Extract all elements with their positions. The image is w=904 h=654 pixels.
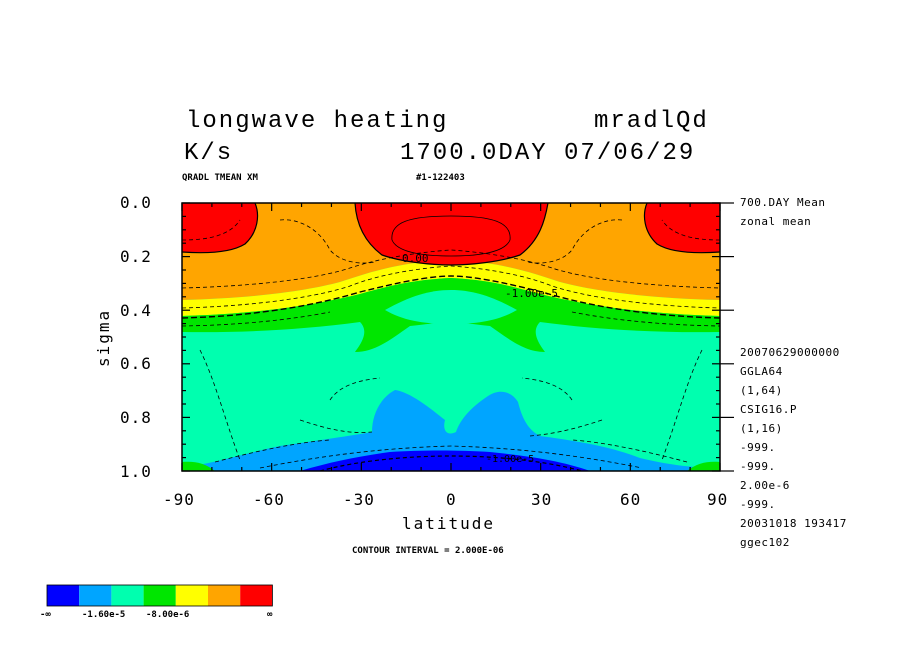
x-tick-label: -60	[253, 490, 285, 509]
side-info-line: 2.00e-6	[740, 479, 790, 492]
y-tick-label: 0.6	[120, 354, 152, 373]
units-label: K/s	[184, 140, 234, 167]
y-tick-label: 0.8	[120, 408, 152, 427]
colorbar-label-pos-inf: ∞	[267, 610, 273, 620]
x-tick-label: 90	[707, 490, 729, 509]
y-tick-label: 0.0	[120, 193, 152, 212]
contour-label-lower: -1.00e-5	[486, 454, 535, 465]
chart-title: longwave heating	[186, 108, 449, 135]
fill-red-left	[182, 203, 258, 253]
contour-inner-red	[391, 215, 511, 257]
side-info-line: ggec102	[740, 536, 790, 549]
contour-zero-right	[643, 203, 720, 254]
x-axis-label: latitude	[402, 514, 496, 533]
side-info-line: (1,64)	[740, 384, 783, 397]
tick-marks	[181, 202, 734, 472]
y-tick-label: 1.0	[120, 462, 152, 481]
side-info-line: 20070629000000	[740, 346, 840, 359]
x-tick-label: 30	[531, 490, 553, 509]
side-info-line: -999.	[740, 498, 776, 511]
contour-zero-center	[354, 203, 549, 266]
x-tick-label: -30	[343, 490, 375, 509]
x-tick-label: -90	[163, 490, 195, 509]
colorbar-label-neg-inf: -∞	[40, 610, 51, 620]
fill-yellow	[182, 260, 720, 316]
fill-medblue	[182, 390, 720, 471]
run-id: #1-122403	[416, 173, 465, 183]
side-info-mean: 700.DAY Mean	[740, 196, 826, 209]
y-axis-label: sigma	[94, 308, 113, 367]
fill-cyan-inner	[385, 290, 517, 324]
side-info-zonal: zonal mean	[740, 215, 812, 228]
x-tick-label: 60	[620, 490, 642, 509]
colorbar-label-1: -1.60e-5	[82, 610, 126, 620]
side-info-line: GGLA64	[740, 365, 783, 378]
time-label: 1700.0DAY 07/06/29	[400, 140, 696, 167]
fill-red-right	[644, 203, 720, 253]
contour-label-upper: -1.00e-5	[505, 287, 558, 300]
side-info-line: (1,16)	[740, 422, 783, 435]
side-info-line: 20031018 193417	[740, 517, 847, 530]
side-info-line: -999.	[740, 460, 776, 473]
contour-interval-label: CONTOUR INTERVAL = 2.000E-06	[352, 546, 504, 556]
y-tick-label: 0.2	[120, 247, 152, 266]
contour-fills	[182, 203, 720, 471]
contour-label-zero: 0.00	[402, 252, 429, 265]
contour-zero-left	[182, 203, 259, 254]
fill-green-left-surface	[182, 461, 215, 471]
side-info-line: CSIG16.P	[740, 403, 797, 416]
fill-darkblue	[300, 450, 590, 471]
fill-green-right-surface	[687, 461, 720, 471]
field-descriptor: QRADL TMEAN XM	[182, 173, 258, 183]
contour-dashed	[182, 219, 720, 471]
colorbar-label-2: -8.00e-6	[146, 610, 190, 620]
y-tick-label: 0.4	[120, 301, 152, 320]
variable-code: mradlQd	[594, 108, 709, 135]
x-tick-label: 0	[446, 490, 457, 509]
side-info-line: -999.	[740, 441, 776, 454]
